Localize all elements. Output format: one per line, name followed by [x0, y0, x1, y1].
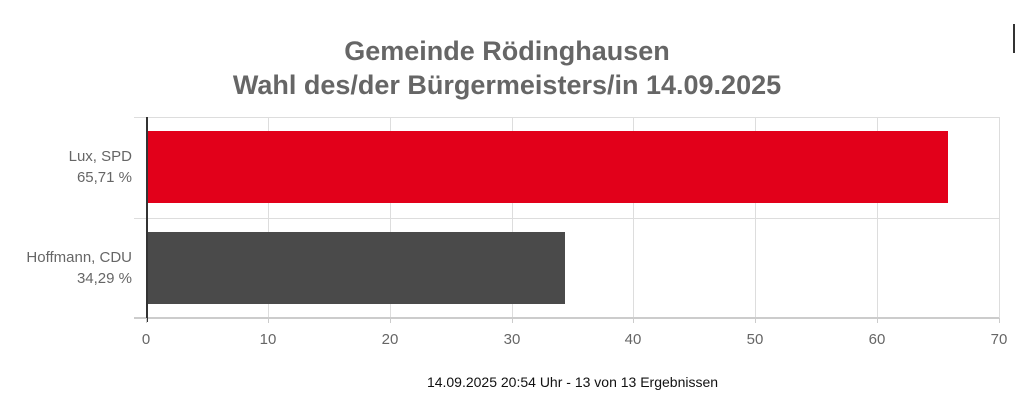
tick-mark [755, 318, 756, 323]
gridline-vertical [999, 117, 1000, 318]
category-label: Hoffmann, CDU 34,29 % [26, 247, 132, 289]
gridline-vertical [268, 117, 269, 318]
x-tick-label: 10 [259, 331, 277, 348]
y-axis-line [146, 117, 148, 322]
candidate-percentage: 34,29 % [76, 270, 132, 287]
gridline-vertical [633, 117, 634, 318]
tick-mark [512, 318, 513, 323]
chart-subtitle: Wahl des/der Bürgermeisters/in 14.09.202… [232, 70, 782, 100]
chart-title: Gemeinde Rödinghausen [344, 36, 670, 66]
tick-mark [268, 318, 269, 323]
tick-mark [999, 318, 1000, 323]
gridline-horizontal [134, 117, 999, 118]
gridline-vertical [512, 117, 513, 318]
gridline-vertical [390, 117, 391, 318]
gridline-vertical [755, 117, 756, 318]
gridline-vertical [877, 117, 878, 318]
x-tick-label: 50 [746, 331, 764, 348]
tick-mark [877, 318, 878, 323]
x-tick-label: 40 [624, 331, 642, 348]
tick-mark [390, 318, 391, 323]
text-cursor [1013, 24, 1015, 53]
x-tick-label: 20 [381, 331, 399, 348]
x-tick-label: 70 [990, 331, 1008, 348]
gridline-horizontal [134, 218, 999, 219]
candidate-name: Lux, SPD [68, 148, 132, 165]
results-footer: 14.09.2025 20:54 Uhr - 13 von 13 Ergebni… [426, 374, 719, 390]
x-tick-label: 30 [503, 331, 521, 348]
bar-hoffmann-cdu[interactable] [147, 232, 565, 304]
bar-lux-spd[interactable] [147, 131, 948, 203]
candidate-name: Hoffmann, CDU [26, 249, 132, 266]
tick-mark [633, 318, 634, 323]
x-tick-label: 60 [868, 331, 886, 348]
candidate-percentage: 65,71 % [76, 169, 132, 186]
x-axis-line [134, 317, 999, 319]
category-label: Lux, SPD 65,71 % [69, 146, 132, 188]
plot-area [134, 117, 1000, 322]
tick-mark [146, 318, 147, 323]
x-tick-label: 0 [141, 331, 151, 348]
